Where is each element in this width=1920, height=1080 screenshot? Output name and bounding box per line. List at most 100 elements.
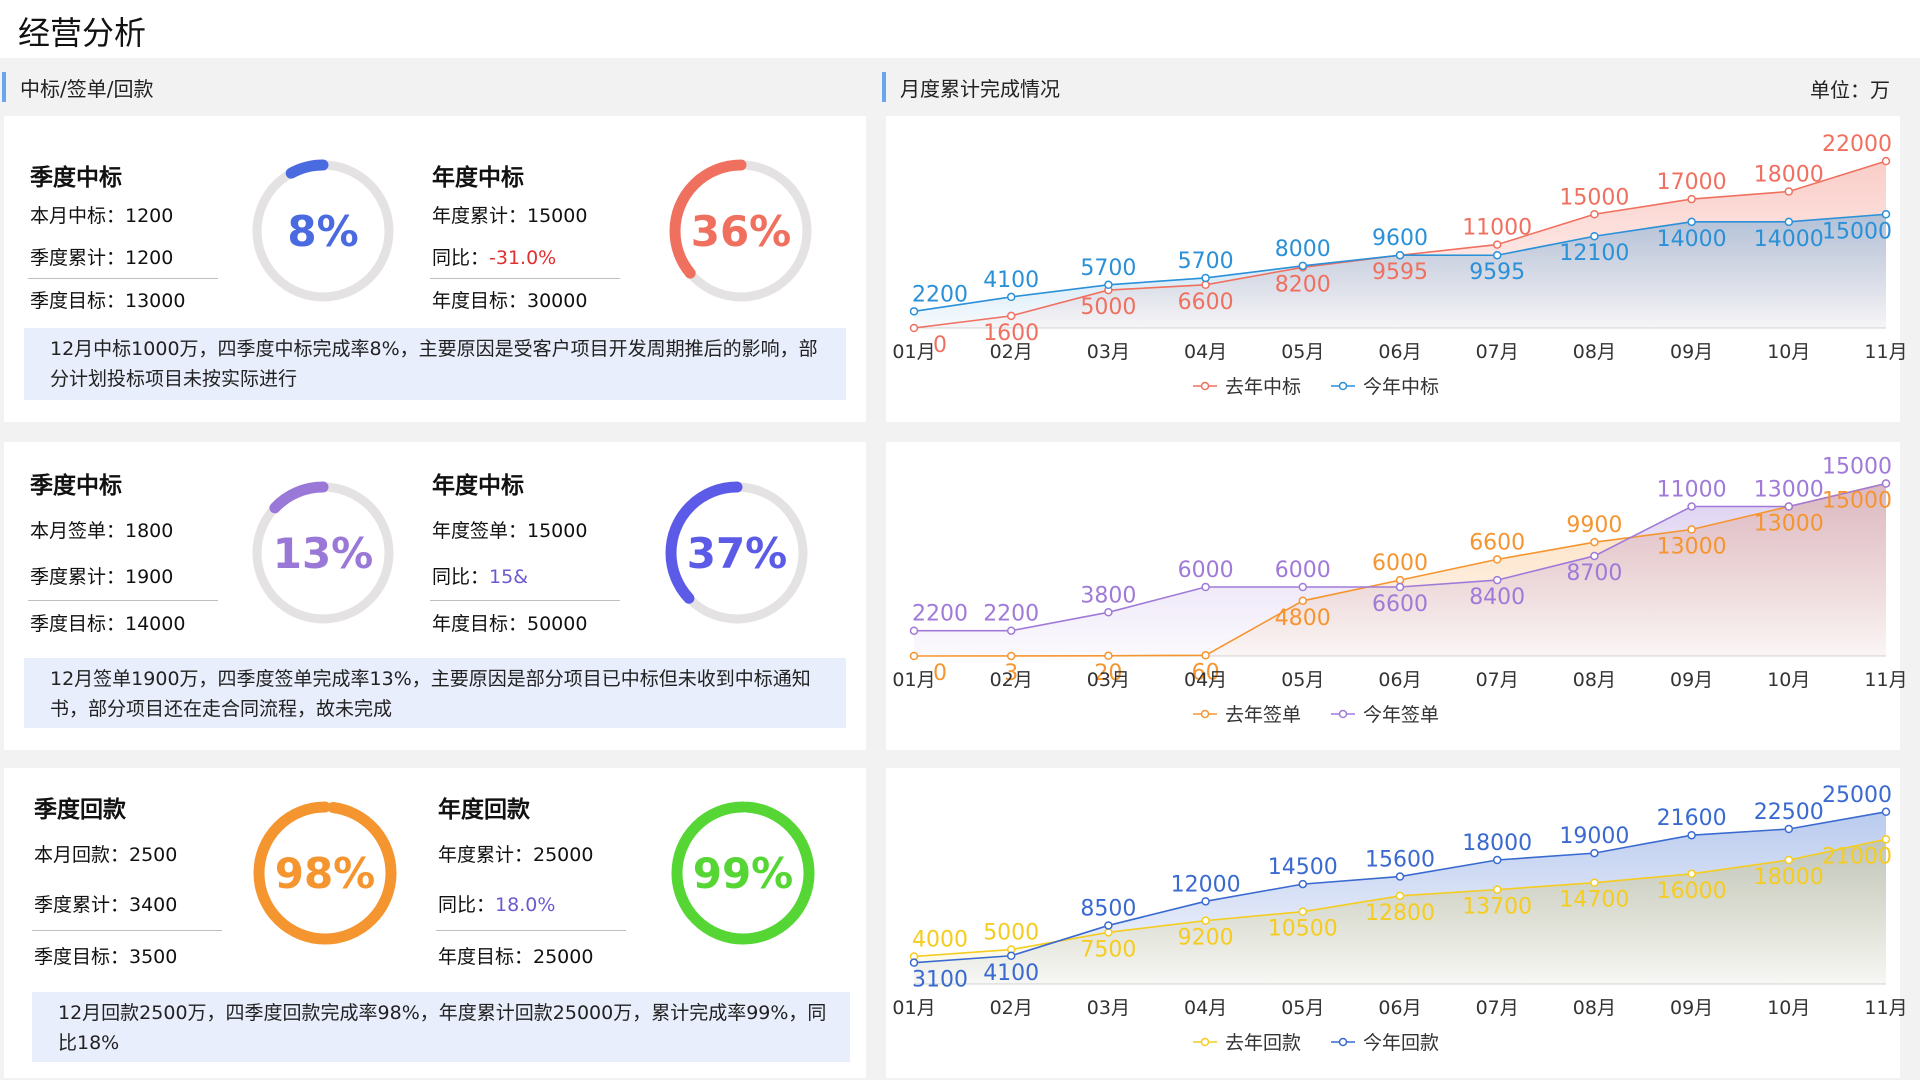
data-point [1104, 608, 1113, 617]
data-label: 13000 [1754, 512, 1824, 537]
x-tick-label: 03月 [1087, 669, 1130, 691]
card-bid: 季度中标 本月中标：1200 季度累计：1200 季度目标：13000 8% 年… [4, 116, 866, 422]
x-tick-label: 01月 [892, 997, 935, 1019]
divider [28, 278, 218, 279]
x-tick-label: 08月 [1573, 341, 1616, 363]
quarter-title: 季度中标 [30, 473, 122, 499]
data-point [1006, 626, 1016, 635]
data-label: 22500 [1754, 800, 1824, 825]
data-label: 2200 [983, 602, 1039, 627]
year-stat-cumulative: 年度累计：15000 [432, 205, 588, 227]
x-tick-label: 02月 [990, 669, 1033, 691]
year-percent: 99% [692, 848, 794, 898]
ring-progress [253, 801, 397, 945]
data-point [1784, 824, 1794, 834]
chart-card-sign: 0 3 20 60 4800 6000 6600 9900 13000 13000 15000 220… [886, 442, 1908, 750]
quarter-stat-month: 本月回款：2500 [34, 844, 178, 866]
data-label: 0 [933, 661, 947, 686]
quarter-progress-ring: 13% [248, 478, 398, 628]
data-label: 11000 [1462, 216, 1532, 241]
data-label: 21000 [1822, 844, 1892, 869]
data-point [1590, 210, 1599, 219]
year-progress-ring: 36% [666, 156, 816, 306]
data-point [1687, 869, 1696, 879]
data-label: 12100 [1559, 241, 1629, 266]
data-point [1590, 878, 1599, 887]
data-label: 0 [933, 333, 947, 358]
data-point [1006, 292, 1016, 302]
data-point [1201, 916, 1210, 925]
data-point [1298, 261, 1308, 271]
data-label: 4100 [983, 268, 1039, 293]
divider [430, 278, 620, 279]
quarter-percent: 13% [272, 528, 374, 578]
data-label: 15000 [1822, 455, 1892, 480]
yoy-value: 18.0% [495, 894, 556, 916]
data-label: 18000 [1754, 865, 1824, 890]
data-label: 4000 [912, 927, 968, 952]
quarter-stat-month: 本月中标：1200 [30, 205, 174, 227]
data-label: 13700 [1462, 895, 1532, 920]
data-label: 5700 [1178, 249, 1234, 274]
data-point [1201, 273, 1210, 283]
data-point [1201, 651, 1210, 660]
data-label: 14000 [1657, 227, 1727, 252]
data-label: 22000 [1822, 132, 1892, 157]
right-section-title: 月度累计完成情况 [900, 76, 1060, 101]
card-sign: 季度中标 本月签单：1800 季度累计：1900 季度目标：14000 13% … [4, 442, 866, 750]
data-label: 4800 [1275, 606, 1331, 631]
data-label: 15000 [1559, 185, 1629, 210]
data-label: 15000 [1822, 219, 1892, 244]
data-point [1492, 855, 1502, 865]
data-point [1590, 551, 1599, 561]
data-label: 14700 [1559, 888, 1629, 913]
data-label: 2200 [912, 282, 968, 307]
x-tick-label: 04月 [1184, 341, 1227, 363]
data-label: 21600 [1657, 806, 1727, 831]
data-point [1298, 582, 1308, 592]
x-tick-label: 09月 [1670, 341, 1713, 363]
divider [32, 930, 222, 931]
x-tick-label: 02月 [990, 997, 1033, 1019]
year-stat-cumulative: 年度累计：25000 [438, 844, 594, 866]
x-tick-label: 07月 [1476, 997, 1519, 1019]
left-section-header: 中标/签单/回款 [2, 72, 153, 102]
chart-card-bid: 0 1600 5000 6600 8200 9595 11000 15000 17000 1800… [886, 116, 1908, 422]
legend-marker [1200, 381, 1210, 391]
data-point [1784, 855, 1794, 865]
page-header: 经营分析 [0, 0, 1920, 58]
data-label: 25000 [1822, 783, 1892, 808]
data-point [1104, 280, 1113, 290]
card-payment: 季度回款 本月回款：2500 季度累计：3400 季度目标：3500 98% 年… [4, 768, 866, 1078]
data-label: 9595 [1469, 260, 1525, 285]
data-label: 13000 [1657, 535, 1727, 560]
analysis-note: 12月中标1000万，四季度中标完成率8%，主要原因是受客户项目开发周期推后的影… [24, 328, 846, 400]
year-progress-ring: 37% [662, 478, 812, 628]
x-tick-label: 02月 [990, 341, 1033, 363]
quarter-title: 季度中标 [30, 165, 122, 191]
data-label: 5000 [1080, 295, 1136, 320]
data-point [1590, 231, 1599, 241]
data-point [1395, 891, 1405, 901]
data-point [1298, 879, 1308, 889]
legend-marker [1338, 381, 1348, 391]
data-point [1104, 651, 1113, 661]
data-label: 9600 [1372, 226, 1428, 251]
data-label: 9900 [1566, 513, 1622, 538]
data-label: 60 [1192, 660, 1220, 685]
x-tick-label: 04月 [1184, 997, 1227, 1019]
data-label: 8000 [1275, 237, 1331, 262]
data-point [1395, 250, 1405, 260]
data-label: 19000 [1559, 824, 1629, 849]
quarter-percent: 98% [274, 848, 376, 898]
x-tick-label: 03月 [1087, 341, 1130, 363]
data-label: 6600 [1469, 530, 1525, 555]
data-point [1298, 907, 1308, 916]
ring-progress [251, 159, 395, 303]
series-area [914, 483, 1886, 656]
data-label: 6000 [1178, 558, 1234, 583]
line-chart-bid: 0 1600 5000 6600 8200 9595 11000 15000 17000 1800… [886, 116, 1907, 422]
data-point [909, 958, 919, 967]
x-tick-label: 07月 [1476, 669, 1519, 691]
data-point [1104, 928, 1113, 937]
